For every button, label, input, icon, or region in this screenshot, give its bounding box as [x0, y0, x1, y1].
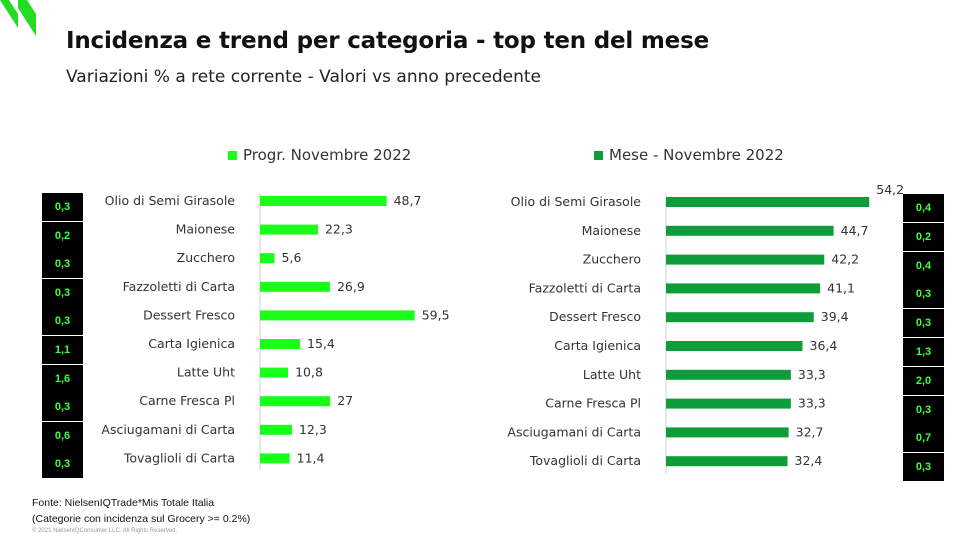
value-label: 32,7	[796, 424, 824, 439]
brand-logo	[0, 0, 36, 36]
value-label: 44,7	[841, 223, 869, 238]
bar	[666, 312, 814, 323]
legend-left-label: Progr. Novembre 2022	[243, 146, 412, 164]
category-label: Olio di Semi Girasole	[511, 194, 642, 209]
bar	[666, 197, 870, 207]
incidence-box: 0,3	[904, 281, 943, 308]
incidence-box: 1,1	[43, 337, 82, 363]
category-label: Latte Uht	[177, 365, 235, 380]
legend-left-swatch	[228, 150, 237, 160]
category-label: Carta Igienica	[148, 336, 235, 351]
bar	[260, 367, 289, 378]
incidence-box: 0,6	[43, 422, 82, 449]
value-label: 27	[337, 393, 353, 408]
page-title: Incidenza e trend per categoria - top te…	[66, 28, 709, 54]
bar	[666, 456, 788, 467]
bar	[260, 453, 290, 464]
category-label: Tovaglioli di Carta	[123, 450, 235, 465]
value-label: 10,8	[295, 365, 323, 380]
incidence-box: 2,0	[904, 367, 943, 394]
incidence-box: 0,3	[43, 451, 82, 478]
category-label: Fazzoletti di Carta	[529, 280, 641, 295]
incidence-box: 0,2	[43, 222, 82, 249]
value-label: 54,2	[876, 182, 904, 197]
value-label: 39,4	[821, 309, 849, 324]
bar	[260, 224, 318, 235]
bar	[260, 281, 330, 292]
category-label: Asciugamani di Carta	[101, 422, 235, 437]
incidence-box: 0,4	[904, 252, 943, 279]
value-label: 33,3	[798, 367, 826, 382]
category-label: Tovaglioli di Carta	[529, 453, 641, 468]
incidence-box: 1,3	[904, 339, 943, 365]
value-label: 15,4	[307, 336, 335, 351]
incidence-box: 1,6	[43, 365, 82, 392]
value-label: 26,9	[337, 279, 365, 294]
value-label: 12,3	[299, 422, 327, 437]
legend-right-swatch	[594, 150, 603, 160]
category-label: Zucchero	[583, 252, 641, 267]
bar	[260, 310, 415, 321]
category-label: Asciugamani di Carta	[507, 424, 641, 439]
category-label: Dessert Fresco	[549, 309, 641, 324]
incidence-box: 0,7	[904, 425, 943, 452]
value-label: 59,5	[422, 307, 450, 322]
bar	[666, 225, 834, 236]
chart-left: Olio di Semi Girasole 48,7 Maionese 22,3 Zuc…	[101, 193, 450, 471]
category-label: Maionese	[582, 223, 642, 238]
value-label: 32,4	[795, 453, 823, 468]
bar	[666, 398, 791, 409]
bar	[260, 424, 292, 435]
category-label: Carta Igienica	[554, 338, 641, 353]
footer-source: Fonte: NielsenIQTrade*Mis Totale Italia	[32, 497, 215, 509]
bar	[666, 254, 825, 265]
logo-stripe-1	[0, 0, 18, 28]
footer-note: (Categorie con incidenza sul Grocery >= …	[32, 513, 251, 525]
page-subtitle: Variazioni % a rete corrente - Valori vs…	[66, 67, 542, 87]
category-label: Fazzoletti di Carta	[123, 279, 235, 294]
value-label: 22,3	[325, 222, 353, 237]
category-label: Maionese	[176, 222, 236, 237]
category-label: Carne Fresca Pl	[139, 393, 235, 408]
incidence-box: 0,3	[904, 396, 943, 423]
value-label: 11,4	[297, 450, 325, 465]
incidence-box: 0,3	[43, 279, 82, 306]
value-label: 33,3	[798, 396, 826, 411]
category-label: Latte Uht	[583, 367, 641, 382]
legend-right: Mese - Novembre 2022	[594, 146, 784, 164]
bar	[666, 283, 821, 294]
bar	[260, 196, 387, 206]
bar	[666, 427, 789, 438]
value-label: 5,6	[282, 250, 302, 265]
bar	[666, 369, 791, 380]
chart-right: Olio di Semi Girasole 54,2 Maionese 44,7 Zuc…	[507, 182, 904, 474]
incidence-box: 0,3	[904, 310, 943, 337]
incidence-box: 0,3	[43, 194, 82, 220]
category-label: Carne Fresca Pl	[545, 396, 641, 411]
value-label: 36,4	[810, 338, 838, 353]
incidence-box: 0,3	[904, 454, 943, 481]
bar	[260, 396, 331, 407]
incidence-box: 0,4	[904, 195, 943, 221]
bar	[260, 339, 301, 349]
value-label: 42,2	[831, 252, 859, 267]
footer-copyright: © 2021 NielsenIQConsumer LLC. All Rights…	[32, 528, 178, 534]
category-label: Dessert Fresco	[143, 307, 235, 322]
incidence-box: 0,3	[43, 394, 82, 421]
bar	[666, 341, 803, 351]
value-label: 41,1	[827, 280, 855, 295]
incidence-box: 0,2	[904, 223, 943, 250]
logo-stripe-2	[18, 0, 36, 36]
incidence-box: 0,3	[43, 308, 82, 335]
legend-right-label: Mese - Novembre 2022	[609, 146, 784, 164]
category-label: Olio di Semi Girasole	[105, 193, 236, 208]
bar	[260, 253, 275, 264]
incidence-box: 0,3	[43, 251, 82, 278]
legend-left: Progr. Novembre 2022	[228, 146, 411, 164]
value-label: 48,7	[394, 193, 422, 208]
category-label: Zucchero	[177, 250, 235, 265]
